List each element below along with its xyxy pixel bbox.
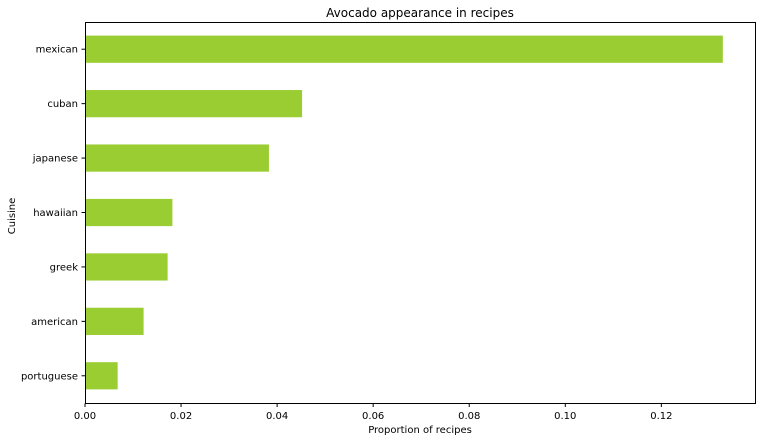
bar-hawaiian bbox=[85, 198, 173, 227]
bar-portuguese bbox=[85, 362, 118, 390]
y-tick-label: greek bbox=[50, 262, 79, 273]
y-tick-label: hawaiian bbox=[33, 208, 78, 219]
y-tick-label: mexican bbox=[36, 45, 78, 56]
bar-mexican bbox=[85, 35, 723, 63]
bars-group bbox=[85, 35, 723, 390]
y-tick-label: portuguese bbox=[21, 371, 78, 382]
x-tick-label: 0.04 bbox=[266, 411, 288, 422]
x-tick-label: 0.12 bbox=[650, 411, 672, 422]
x-axis-label: Proportion of recipes bbox=[368, 425, 472, 436]
y-tick-label: cuban bbox=[47, 99, 78, 110]
x-tick-label: 0.06 bbox=[362, 411, 384, 422]
bar-greek bbox=[85, 253, 168, 281]
bar-japanese bbox=[85, 144, 269, 172]
x-tick-label: 0.08 bbox=[458, 411, 480, 422]
chart-title: Avocado appearance in recipes bbox=[326, 6, 514, 20]
x-tick-label: 0.00 bbox=[74, 411, 96, 422]
x-tick-label: 0.02 bbox=[170, 411, 192, 422]
y-axis-ticks: mexican cuban japanese hawaiian greek america… bbox=[21, 45, 85, 382]
bar-cuban bbox=[85, 90, 303, 118]
y-tick-label: japanese bbox=[32, 154, 78, 165]
y-axis-label: Cuisine bbox=[7, 198, 18, 235]
bar-american bbox=[85, 307, 144, 335]
y-tick-label: american bbox=[31, 317, 78, 328]
plot-frame bbox=[85, 22, 756, 404]
x-tick-label: 0.10 bbox=[554, 411, 576, 422]
x-axis-ticks: 0.00 0.02 0.04 0.06 0.08 0.10 0.12 bbox=[74, 403, 672, 422]
